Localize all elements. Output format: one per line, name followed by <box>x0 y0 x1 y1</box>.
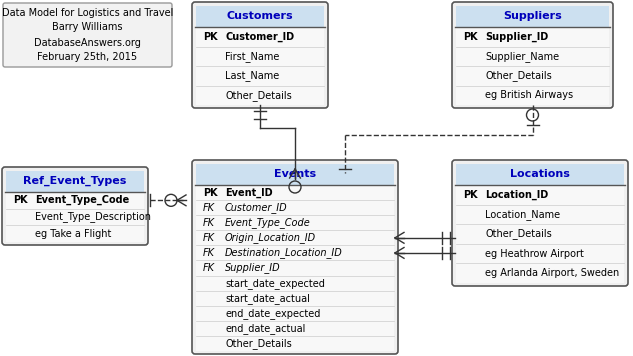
Bar <box>456 66 609 85</box>
Text: eg Arlanda Airport, Sweden: eg Arlanda Airport, Sweden <box>485 268 619 278</box>
Bar <box>458 8 613 108</box>
Text: Supplier_Name: Supplier_Name <box>485 51 559 62</box>
Text: Supplier_ID: Supplier_ID <box>485 32 548 42</box>
Text: start_date_expected: start_date_expected <box>225 278 325 289</box>
Text: Last_Name: Last_Name <box>225 70 279 81</box>
Bar <box>196 276 394 290</box>
Text: Customer_ID: Customer_ID <box>225 202 287 213</box>
Text: PK: PK <box>463 32 478 42</box>
Text: FK: FK <box>203 248 215 258</box>
Text: Event_Type_Description: Event_Type_Description <box>35 211 151 222</box>
Bar <box>196 66 324 85</box>
Text: FK: FK <box>203 203 215 213</box>
Text: FK: FK <box>203 233 215 243</box>
Text: First_Name: First_Name <box>225 51 279 62</box>
Text: Barry Williams: Barry Williams <box>53 22 123 32</box>
Bar <box>196 164 394 185</box>
Bar <box>196 185 394 200</box>
Bar <box>456 164 624 185</box>
Bar <box>196 27 324 47</box>
Text: FK: FK <box>203 218 215 228</box>
Bar <box>458 166 628 286</box>
Text: PK: PK <box>13 195 28 205</box>
Bar <box>456 85 609 105</box>
Bar <box>456 244 624 263</box>
Bar <box>8 173 148 245</box>
Text: Other_Details: Other_Details <box>225 338 292 349</box>
Bar <box>198 166 398 354</box>
Bar <box>456 27 609 47</box>
FancyBboxPatch shape <box>452 160 628 286</box>
Bar <box>456 6 609 27</box>
Text: Other_Details: Other_Details <box>485 70 552 81</box>
FancyBboxPatch shape <box>192 160 398 354</box>
Bar <box>456 224 624 244</box>
Text: Customer_ID: Customer_ID <box>225 32 294 42</box>
Text: Location_Name: Location_Name <box>485 209 560 220</box>
FancyBboxPatch shape <box>2 167 148 245</box>
Bar <box>196 245 394 261</box>
Bar <box>456 47 609 66</box>
Bar <box>456 185 624 205</box>
Text: Data Model for Logistics and Travel: Data Model for Logistics and Travel <box>2 7 173 17</box>
Text: Destination_Location_ID: Destination_Location_ID <box>225 247 342 258</box>
Bar <box>196 85 324 105</box>
Text: Customers: Customers <box>227 11 293 21</box>
Text: end_date_expected: end_date_expected <box>225 308 320 319</box>
Bar <box>6 209 144 225</box>
Bar <box>196 261 394 276</box>
Text: DatabaseAnswers.org: DatabaseAnswers.org <box>34 37 141 47</box>
Text: Locations: Locations <box>510 169 570 179</box>
Bar <box>196 336 394 351</box>
Bar <box>196 200 394 215</box>
Text: Event_ID: Event_ID <box>225 187 273 198</box>
FancyBboxPatch shape <box>3 3 172 67</box>
Bar <box>196 47 324 66</box>
Bar <box>198 8 328 108</box>
Text: end_date_actual: end_date_actual <box>225 323 305 334</box>
Bar <box>456 205 624 224</box>
Bar <box>196 6 324 27</box>
Bar <box>196 290 394 306</box>
Text: Event_Type_Code: Event_Type_Code <box>225 217 311 228</box>
Text: eg Take a Flight: eg Take a Flight <box>35 229 111 239</box>
Text: eg Heathrow Airport: eg Heathrow Airport <box>485 248 584 258</box>
Bar <box>6 225 144 242</box>
Bar <box>6 171 144 192</box>
Bar <box>456 263 624 283</box>
Text: Location_ID: Location_ID <box>485 190 548 200</box>
Bar <box>196 230 394 245</box>
FancyBboxPatch shape <box>192 2 328 108</box>
Text: February 25th, 2015: February 25th, 2015 <box>37 52 137 63</box>
Text: Events: Events <box>274 169 316 179</box>
Bar <box>196 306 394 321</box>
Text: PK: PK <box>203 32 218 42</box>
Bar <box>6 192 144 209</box>
Text: eg British Airways: eg British Airways <box>485 90 573 100</box>
Text: FK: FK <box>203 263 215 273</box>
Text: Suppliers: Suppliers <box>503 11 562 21</box>
Text: Supplier_ID: Supplier_ID <box>225 262 280 273</box>
Text: Origin_Location_ID: Origin_Location_ID <box>225 232 316 243</box>
Text: Event_Type_Code: Event_Type_Code <box>35 195 129 205</box>
Text: start_date_actual: start_date_actual <box>225 293 310 304</box>
Bar <box>196 215 394 230</box>
Text: PK: PK <box>203 188 218 198</box>
FancyBboxPatch shape <box>452 2 613 108</box>
Bar <box>196 321 394 336</box>
Text: Ref_Event_Types: Ref_Event_Types <box>23 176 127 186</box>
Text: Other_Details: Other_Details <box>485 229 552 240</box>
Text: Other_Details: Other_Details <box>225 90 292 101</box>
Text: PK: PK <box>463 190 478 200</box>
